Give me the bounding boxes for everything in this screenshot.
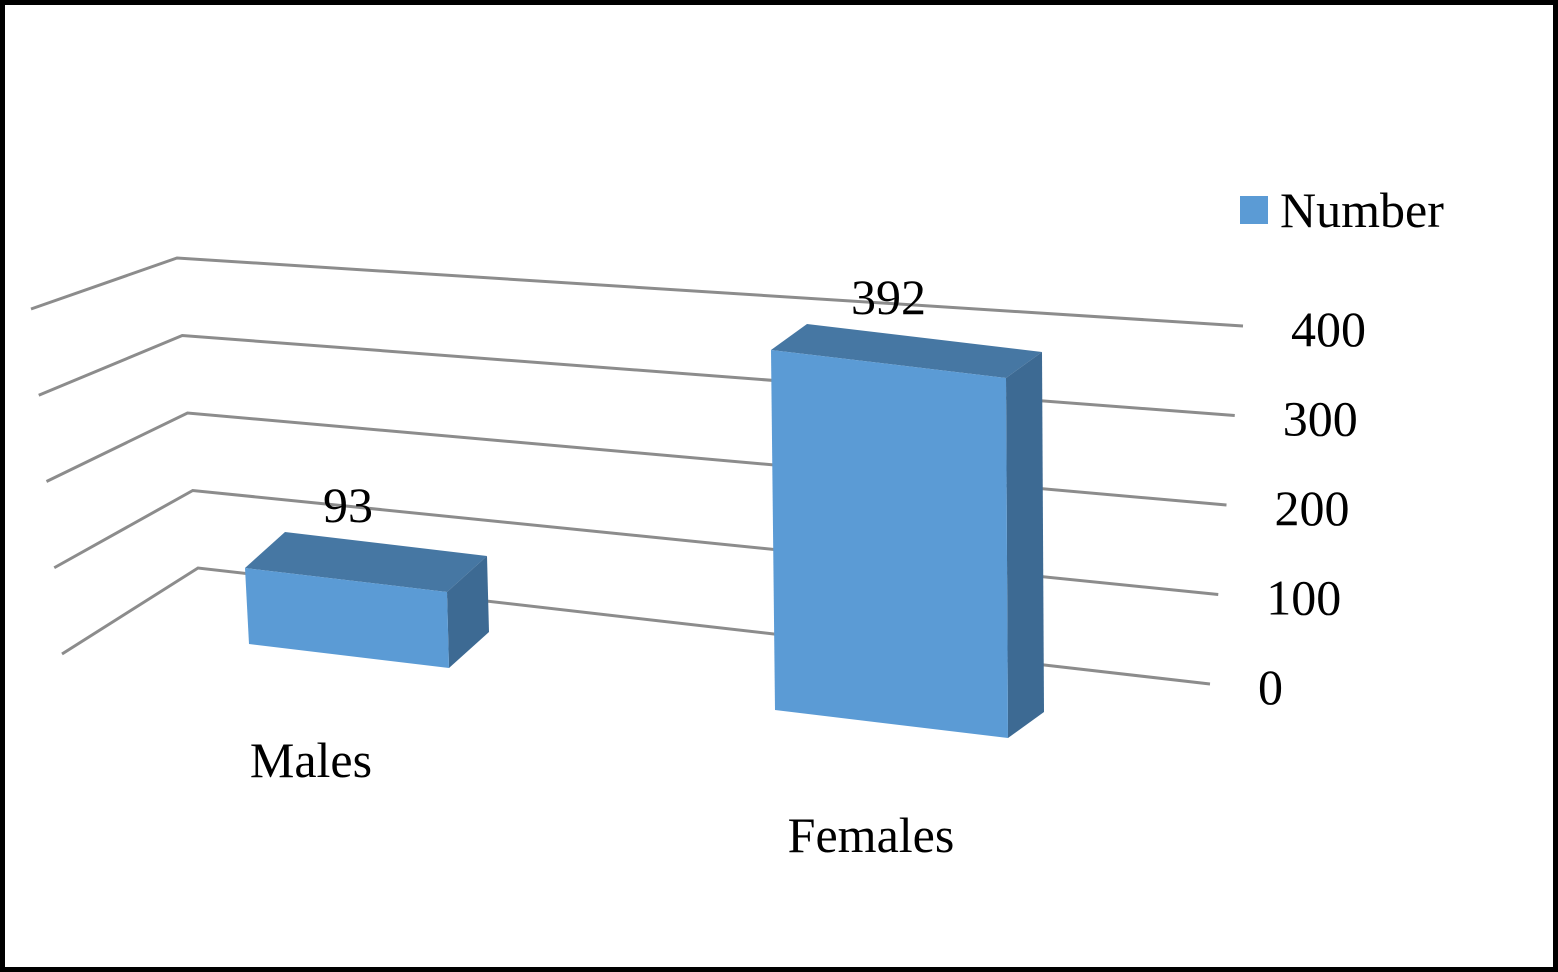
y-tick-label-0: 0 bbox=[1258, 659, 1283, 715]
gridline-200 bbox=[45, 411, 1227, 507]
bar-females bbox=[771, 350, 1008, 738]
gridline-100 bbox=[53, 488, 1219, 596]
bars bbox=[245, 324, 1044, 738]
gridline-400 bbox=[30, 256, 1244, 328]
bar-males bbox=[245, 568, 449, 668]
y-tick-label-200: 200 bbox=[1275, 480, 1350, 536]
bar-side-females bbox=[1006, 352, 1044, 738]
gridlines bbox=[30, 256, 1244, 686]
x-axis-category-labels: Males Females bbox=[250, 732, 954, 863]
data-label-females: 392 bbox=[851, 269, 926, 325]
x-label-males: Males bbox=[250, 732, 372, 788]
legend-swatch bbox=[1240, 196, 1268, 224]
y-tick-label-300: 300 bbox=[1283, 391, 1358, 447]
legend-label-number: Number bbox=[1280, 182, 1444, 238]
y-tick-label-400: 400 bbox=[1291, 301, 1366, 357]
x-label-females: Females bbox=[788, 807, 955, 863]
legend: Number bbox=[1240, 182, 1444, 238]
bar-top-males bbox=[245, 532, 487, 592]
y-axis-tick-labels: 0 100 200 300 400 bbox=[1258, 301, 1366, 715]
bar-top-females bbox=[771, 324, 1042, 378]
data-labels: 93 392 bbox=[323, 269, 926, 533]
data-label-males: 93 bbox=[323, 477, 373, 533]
gridline-300 bbox=[38, 333, 1235, 417]
y-tick-label-100: 100 bbox=[1266, 570, 1341, 626]
bar-side-males bbox=[447, 556, 489, 668]
chart-svg: 0 100 200 300 400 93 392 Males Females Number bbox=[30, 182, 1444, 863]
